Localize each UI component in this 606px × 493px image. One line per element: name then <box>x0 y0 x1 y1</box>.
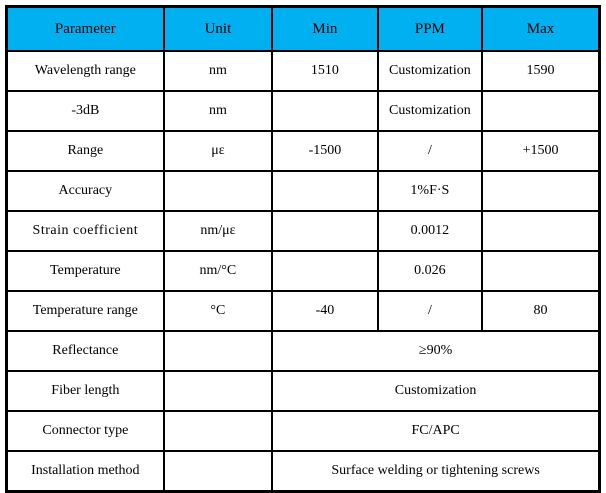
cell-value: ≥90% <box>271 330 601 372</box>
header-row: Parameter Unit Min PPM Max <box>5 5 601 52</box>
cell-unit: nm <box>162 50 274 92</box>
cell-unit: nm <box>162 90 274 132</box>
table-row: Temperature range °C -40 / 80 <box>5 290 601 332</box>
cell-unit: nm/°C <box>162 250 274 292</box>
cell-value: Customization <box>271 370 601 412</box>
table-row: Wavelength range nm 1510 Customization 1… <box>5 50 601 92</box>
cell-parameter: Reflectance <box>5 330 165 372</box>
cell-ppm: 1%F·S <box>376 170 484 212</box>
table-row: Range με -1500 / +1500 <box>5 130 601 172</box>
table-row: Accuracy 1%F·S <box>5 170 601 212</box>
table-row: Strain coefficient nm/με 0.0012 <box>5 210 601 252</box>
table-row: Fiber length Customization <box>5 370 601 412</box>
cell-unit <box>162 370 274 412</box>
cell-parameter: Installation method <box>5 450 165 493</box>
cell-min: 1510 <box>271 50 379 92</box>
cell-max: 80 <box>481 290 601 332</box>
cell-unit: °C <box>162 290 274 332</box>
cell-max <box>481 90 601 132</box>
table-row: Temperature nm/°C 0.026 <box>5 250 601 292</box>
header-ppm: PPM <box>376 5 484 52</box>
cell-parameter: Strain coefficient <box>5 210 165 252</box>
cell-max <box>481 170 601 212</box>
header-unit: Unit <box>162 5 274 52</box>
cell-parameter: -3dB <box>5 90 165 132</box>
cell-unit <box>162 170 274 212</box>
cell-max: 1590 <box>481 50 601 92</box>
cell-parameter: Temperature range <box>5 290 165 332</box>
cell-unit <box>162 450 274 493</box>
cell-parameter: Wavelength range <box>5 50 165 92</box>
cell-parameter: Accuracy <box>5 170 165 212</box>
header-parameter: Parameter <box>5 5 165 52</box>
cell-value: FC/APC <box>271 410 601 452</box>
cell-min <box>271 90 379 132</box>
table-row: Connector type FC/APC <box>5 410 601 452</box>
cell-unit <box>162 410 274 452</box>
cell-min: -1500 <box>271 130 379 172</box>
spec-table: Parameter Unit Min PPM Max Wavelength ra… <box>5 5 601 493</box>
header-max: Max <box>481 5 601 52</box>
cell-min <box>271 210 379 252</box>
cell-min: -40 <box>271 290 379 332</box>
cell-unit <box>162 330 274 372</box>
cell-max <box>481 250 601 292</box>
cell-ppm: Customization <box>376 90 484 132</box>
table-row: Reflectance ≥90% <box>5 330 601 372</box>
cell-parameter: Temperature <box>5 250 165 292</box>
cell-min <box>271 170 379 212</box>
cell-ppm: 0.026 <box>376 250 484 292</box>
cell-parameter: Range <box>5 130 165 172</box>
cell-value: Surface welding or tightening screws <box>271 450 601 493</box>
cell-unit: με <box>162 130 274 172</box>
cell-parameter: Connector type <box>5 410 165 452</box>
cell-ppm: / <box>376 130 484 172</box>
cell-parameter: Fiber length <box>5 370 165 412</box>
cell-ppm: 0.0012 <box>376 210 484 252</box>
table-row: -3dB nm Customization <box>5 90 601 132</box>
cell-ppm: Customization <box>376 50 484 92</box>
cell-min <box>271 250 379 292</box>
cell-max <box>481 210 601 252</box>
cell-ppm: / <box>376 290 484 332</box>
table-row: Installation method Surface welding or t… <box>5 450 601 493</box>
header-min: Min <box>271 5 379 52</box>
cell-max: +1500 <box>481 130 601 172</box>
cell-unit: nm/με <box>162 210 274 252</box>
